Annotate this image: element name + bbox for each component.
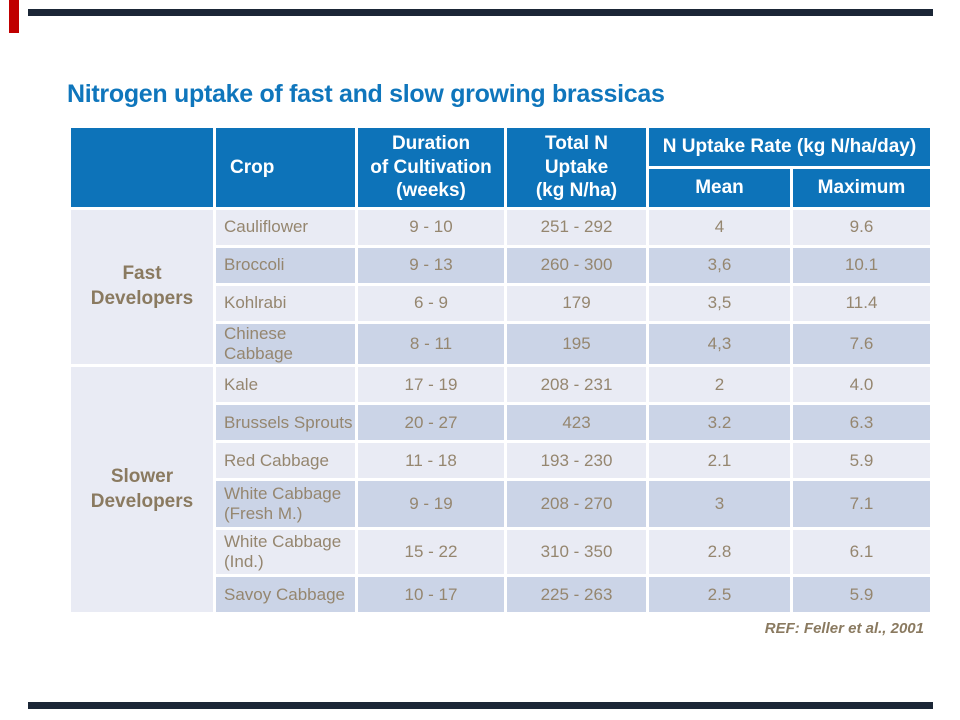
header-duration: Duration of Cultivation (weeks) — [358, 128, 504, 207]
mean-value: 3,6 — [649, 248, 790, 283]
table-row: Brussels Sprouts 20 - 27 423 3.2 6.3 — [71, 405, 930, 441]
mean-value: 4 — [649, 210, 790, 245]
mean-value: 2.8 — [649, 530, 790, 575]
header-maximum: Maximum — [793, 169, 930, 207]
header-total-n-line2: Uptake — [544, 156, 609, 178]
total-n-value: 260 - 300 — [507, 248, 646, 283]
header-total-n-line3: (kg N/ha) — [535, 180, 618, 202]
duration-value: 6 - 9 — [358, 286, 504, 321]
header-total-n-line1: Total N — [545, 132, 608, 154]
duration-value: 20 - 27 — [358, 405, 504, 441]
mean-value: 2 — [649, 367, 790, 403]
mean-value: 2.1 — [649, 443, 790, 479]
total-n-value: 208 - 270 — [507, 481, 646, 528]
maximum-value: 10.1 — [793, 248, 930, 283]
header-total-n: Total N Uptake (kg N/ha) — [507, 128, 646, 207]
nitrogen-uptake-table: Crop Duration of Cultivation (weeks) Tot… — [68, 125, 933, 615]
group-label-slower-developers: Slower Developers — [71, 367, 213, 613]
table-row: Savoy Cabbage 10 - 17 225 - 263 2.5 5.9 — [71, 577, 930, 613]
crop-name: Red Cabbage — [216, 443, 355, 479]
red-accent-bar — [9, 0, 19, 33]
crop-name: Savoy Cabbage — [216, 577, 355, 613]
duration-value: 8 - 11 — [358, 324, 504, 365]
maximum-value: 5.9 — [793, 443, 930, 479]
header-duration-line2: of Cultivation — [370, 156, 492, 178]
mean-value: 2.5 — [649, 577, 790, 613]
maximum-value: 11.4 — [793, 286, 930, 321]
table-row: Kohlrabi 6 - 9 179 3,5 11.4 — [71, 286, 930, 321]
table-row: White Cabbage (Ind.) 15 - 22 310 - 350 2… — [71, 530, 930, 575]
table-row: Slower Developers Kale 17 - 19 208 - 231… — [71, 367, 930, 613]
duration-value: 10 - 17 — [358, 577, 504, 613]
table-row: Broccoli 9 - 13 260 - 300 3,6 10.1 — [71, 248, 930, 283]
crop-name: Cauliflower — [216, 210, 355, 245]
bottom-divider-bar — [28, 702, 933, 709]
maximum-value: 9.6 — [793, 210, 930, 245]
top-divider-bar — [28, 9, 933, 16]
total-n-value: 193 - 230 — [507, 443, 646, 479]
header-duration-line1: Duration — [391, 132, 471, 154]
total-n-value: 208 - 231 — [507, 367, 646, 403]
table-row: Chinese Cabbage 8 - 11 195 4,3 7.6 — [71, 324, 930, 365]
total-n-value: 423 — [507, 405, 646, 441]
duration-value: 9 - 10 — [358, 210, 504, 245]
mean-value: 3,5 — [649, 286, 790, 321]
header-crop: Crop — [216, 128, 355, 207]
maximum-value: 4.0 — [793, 367, 930, 403]
header-row-top: Crop Duration of Cultivation (weeks) Tot… — [71, 128, 930, 207]
table-corner-cell — [71, 128, 213, 207]
mean-value: 3 — [649, 481, 790, 528]
duration-value: 11 - 18 — [358, 443, 504, 479]
crop-name: Kohlrabi — [216, 286, 355, 321]
header-row-sub: Mean Maximum — [71, 169, 930, 207]
header-uptake-rate: N Uptake Rate (kg N/ha/day) — [649, 128, 930, 166]
header-duration-line3: (weeks) — [396, 180, 466, 202]
crop-name: Brussels Sprouts — [216, 405, 355, 441]
crop-name: Kale — [216, 367, 355, 403]
crop-name: White Cabbage (Fresh M.) — [216, 481, 355, 528]
maximum-value: 5.9 — [793, 577, 930, 613]
table-row: Fast Developers Cauliflower 9 - 10 251 -… — [71, 210, 930, 365]
table-row: White Cabbage (Fresh M.) 9 - 19 208 - 27… — [71, 481, 930, 528]
mean-value: 4,3 — [649, 324, 790, 365]
crop-name: White Cabbage (Ind.) — [216, 530, 355, 575]
total-n-value: 310 - 350 — [507, 530, 646, 575]
reference-text: REF: Feller et al., 2001 — [764, 620, 924, 637]
crop-name: Broccoli — [216, 248, 355, 283]
total-n-value: 225 - 263 — [507, 577, 646, 613]
header-mean: Mean — [649, 169, 790, 207]
group-label-fast-developers: Fast Developers — [71, 210, 213, 365]
table-row: Red Cabbage 11 - 18 193 - 230 2.1 5.9 — [71, 443, 930, 479]
duration-value: 17 - 19 — [358, 367, 504, 403]
maximum-value: 7.6 — [793, 324, 930, 365]
crop-name: Chinese Cabbage — [216, 324, 355, 365]
total-n-value: 179 — [507, 286, 646, 321]
total-n-value: 251 - 292 — [507, 210, 646, 245]
duration-value: 9 - 19 — [358, 481, 504, 528]
duration-value: 15 - 22 — [358, 530, 504, 575]
maximum-value: 7.1 — [793, 481, 930, 528]
duration-value: 9 - 13 — [358, 248, 504, 283]
page-title: Nitrogen uptake of fast and slow growing… — [67, 80, 665, 108]
mean-value: 3.2 — [649, 405, 790, 441]
maximum-value: 6.3 — [793, 405, 930, 441]
maximum-value: 6.1 — [793, 530, 930, 575]
total-n-value: 195 — [507, 324, 646, 365]
